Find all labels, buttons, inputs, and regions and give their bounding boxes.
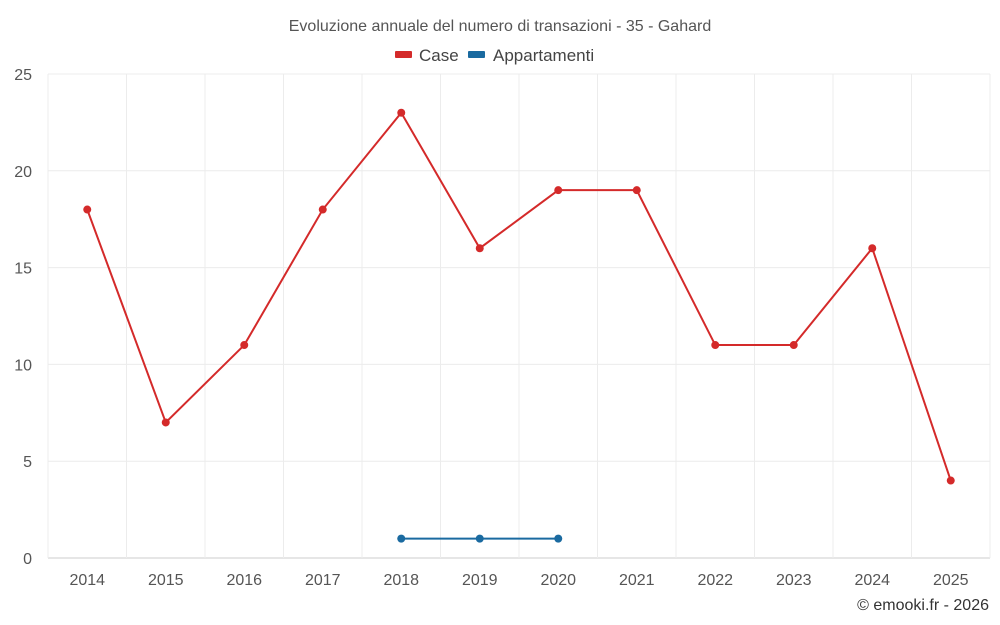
- x-tick-label: 2019: [462, 572, 498, 589]
- series-layer: [83, 108, 955, 543]
- legend-swatch-case: [395, 51, 412, 58]
- y-tick-label: 0: [23, 551, 32, 568]
- legend-item-case[interactable]: Case: [395, 46, 459, 65]
- x-tick-label: 2014: [69, 572, 105, 589]
- legend-label-appartamenti: Appartamenti: [493, 46, 594, 65]
- legend-label-case: Case: [419, 46, 459, 65]
- x-tick-label: 2022: [697, 572, 733, 589]
- gridlines: [47, 73, 991, 559]
- data-point[interactable]: [946, 476, 955, 485]
- series-line-0: [86, 110, 952, 481]
- credit-text: © emooki.fr - 2026: [857, 597, 989, 614]
- legend: Case Appartamenti: [395, 46, 594, 65]
- data-point[interactable]: [632, 186, 641, 195]
- x-tick-label: 2023: [776, 572, 812, 589]
- x-axis-ticks: 2014 2015 2016 2017 2018 2019 2020 2021 2022 2023…: [69, 572, 968, 589]
- data-point[interactable]: [318, 205, 327, 214]
- data-point[interactable]: [240, 341, 249, 350]
- data-point[interactable]: [554, 186, 563, 195]
- data-point[interactable]: [475, 534, 484, 543]
- data-point[interactable]: [397, 108, 406, 117]
- x-tick-label: 2021: [619, 572, 655, 589]
- x-tick-label: 2025: [933, 572, 969, 589]
- chart-title: Evoluzione annuale del numero di transaz…: [289, 18, 711, 35]
- data-point[interactable]: [868, 244, 877, 253]
- x-tick-label: 2015: [148, 572, 184, 589]
- y-tick-label: 20: [14, 164, 32, 181]
- data-point[interactable]: [554, 534, 563, 543]
- legend-swatch-appartamenti: [468, 51, 485, 58]
- x-tick-label: 2018: [383, 572, 419, 589]
- x-tick-label: 2017: [305, 572, 341, 589]
- x-tick-label: 2016: [226, 572, 262, 589]
- data-point[interactable]: [711, 341, 720, 350]
- data-point[interactable]: [475, 244, 484, 253]
- legend-item-appartamenti[interactable]: Appartamenti: [468, 46, 594, 65]
- y-tick-label: 5: [23, 454, 32, 471]
- y-tick-label: 25: [14, 67, 32, 84]
- data-point[interactable]: [789, 341, 798, 350]
- data-point[interactable]: [161, 418, 170, 427]
- y-axis-ticks: 0 5 10 15 20 25: [14, 67, 32, 568]
- x-tick-label: 2024: [854, 572, 890, 589]
- y-tick-label: 15: [14, 261, 32, 278]
- y-tick-label: 10: [14, 357, 32, 374]
- data-point[interactable]: [83, 205, 92, 214]
- data-point[interactable]: [397, 534, 406, 543]
- x-tick-label: 2020: [540, 572, 576, 589]
